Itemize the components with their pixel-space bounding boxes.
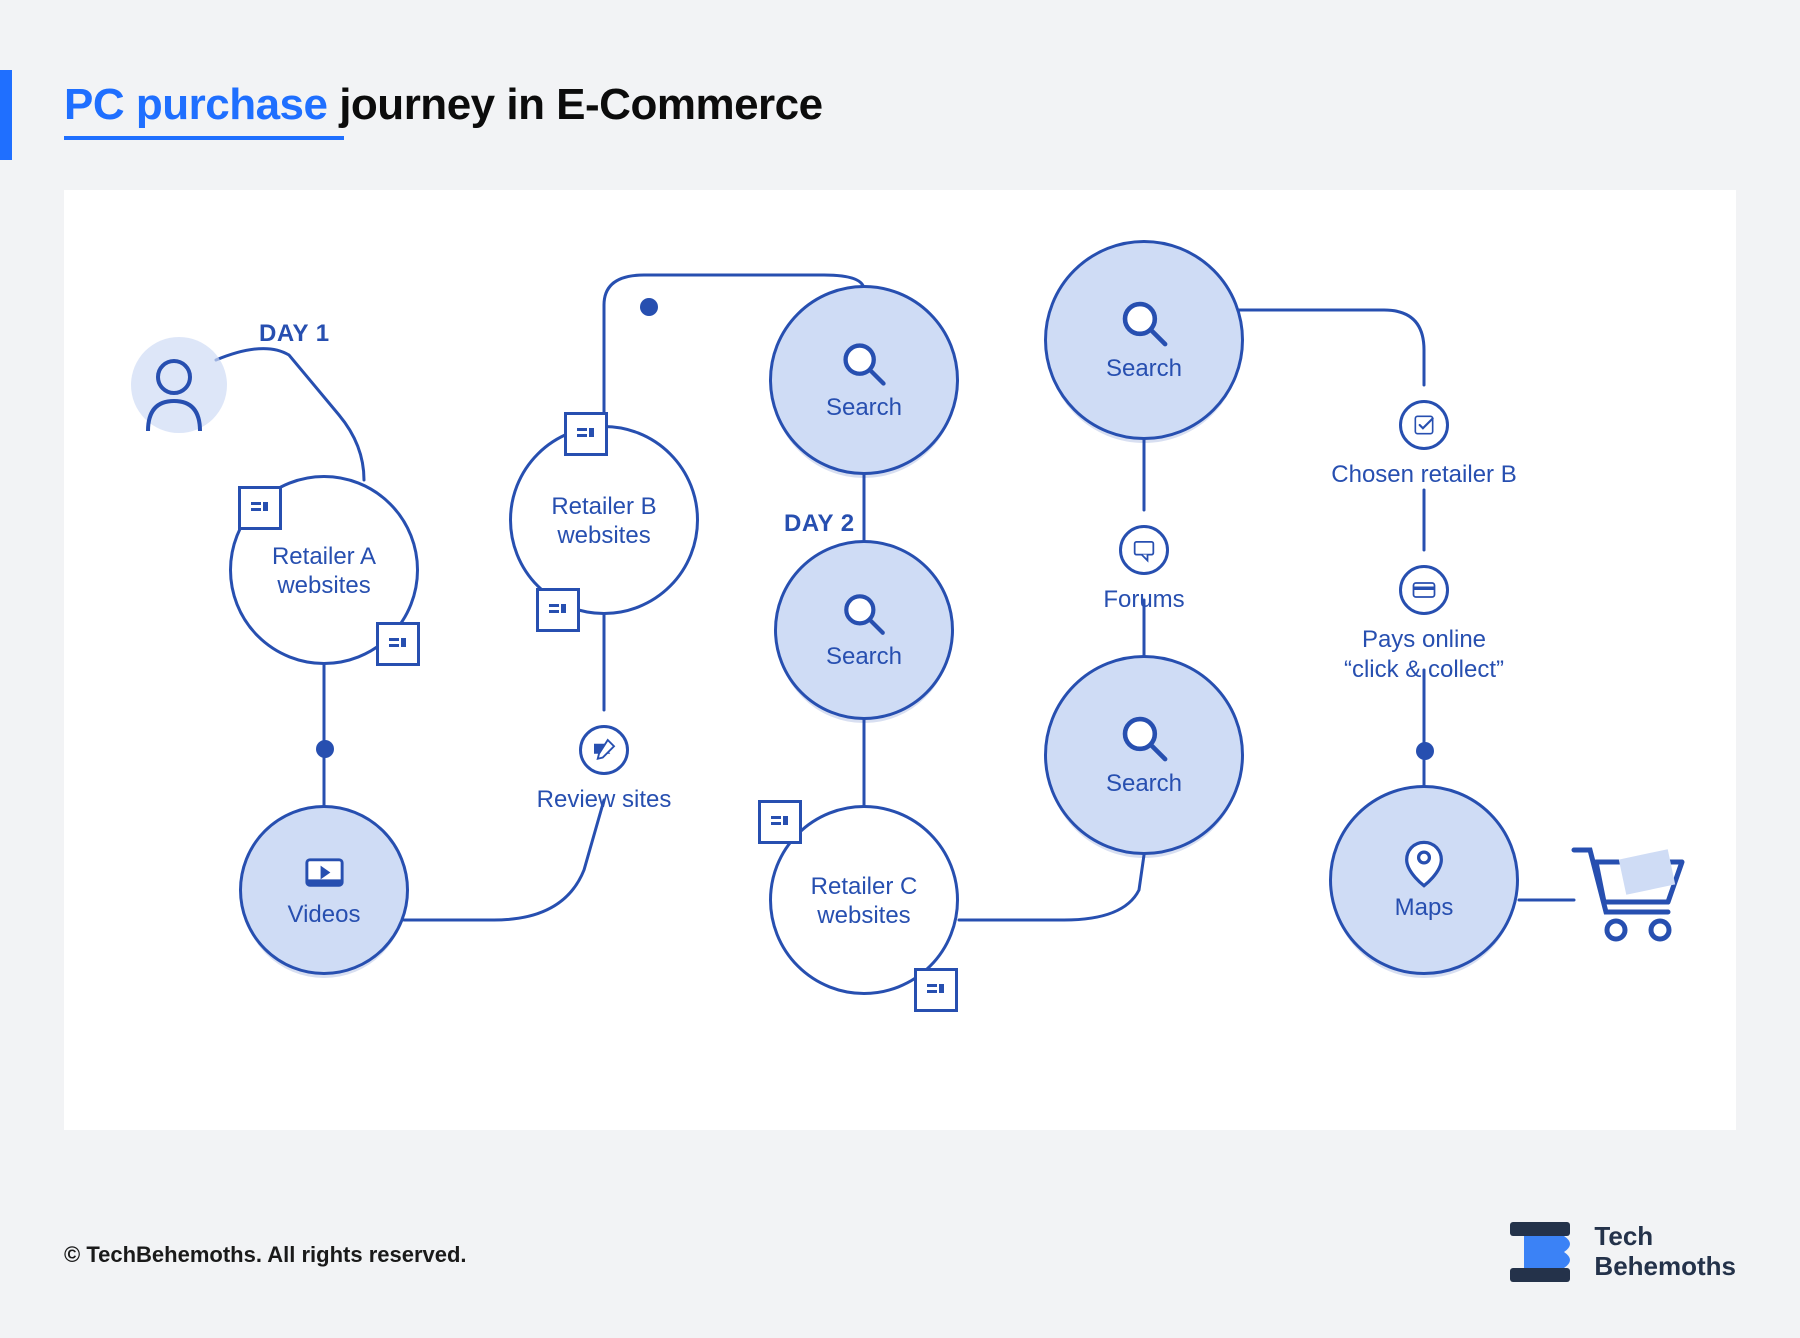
doc-badge-icon [564, 412, 608, 456]
connector-dot [316, 740, 334, 758]
diagram-canvas: DAY 1DAY 2Retailer AwebsitesVideosRetail… [64, 190, 1736, 1130]
brand-mark-icon [1504, 1216, 1576, 1288]
doc-badge-icon [238, 486, 282, 530]
node-user [124, 335, 234, 445]
node-search1: Search [769, 285, 959, 475]
doc-badge-icon [914, 968, 958, 1012]
node-search2: Search [774, 540, 954, 720]
doc-badge-icon [536, 588, 580, 632]
node-forums: Forums [1034, 525, 1254, 615]
copyright: © TechBehemoths. All rights reserved. [64, 1242, 467, 1268]
day-label: DAY 1 [259, 320, 330, 348]
connector-dot [1416, 742, 1434, 760]
brand-logo: Tech Behemoths [1504, 1216, 1736, 1288]
title-underline [64, 136, 344, 140]
day-label: DAY 2 [784, 510, 855, 538]
doc-badge-icon [758, 800, 802, 844]
doc-badge-icon [376, 622, 420, 666]
node-search3t: Search [1044, 240, 1244, 440]
node-chosen: Chosen retailer B [1314, 400, 1534, 490]
page-title: PC purchase journey in E-Commerce [64, 80, 823, 140]
node-videos: Videos [239, 805, 409, 975]
title-rest: journey in E-Commerce [327, 80, 822, 129]
node-review: Review sites [494, 725, 714, 815]
accent-bar [0, 70, 12, 160]
node-search3b: Search [1044, 655, 1244, 855]
title-highlight: PC purchase [64, 80, 327, 129]
node-cart [1564, 830, 1694, 950]
brand-line1: Tech [1594, 1222, 1736, 1252]
connector-dot [640, 298, 658, 316]
brand-line2: Behemoths [1594, 1252, 1736, 1282]
node-pays: Pays online“click & collect” [1314, 565, 1534, 685]
node-maps: Maps [1329, 785, 1519, 975]
